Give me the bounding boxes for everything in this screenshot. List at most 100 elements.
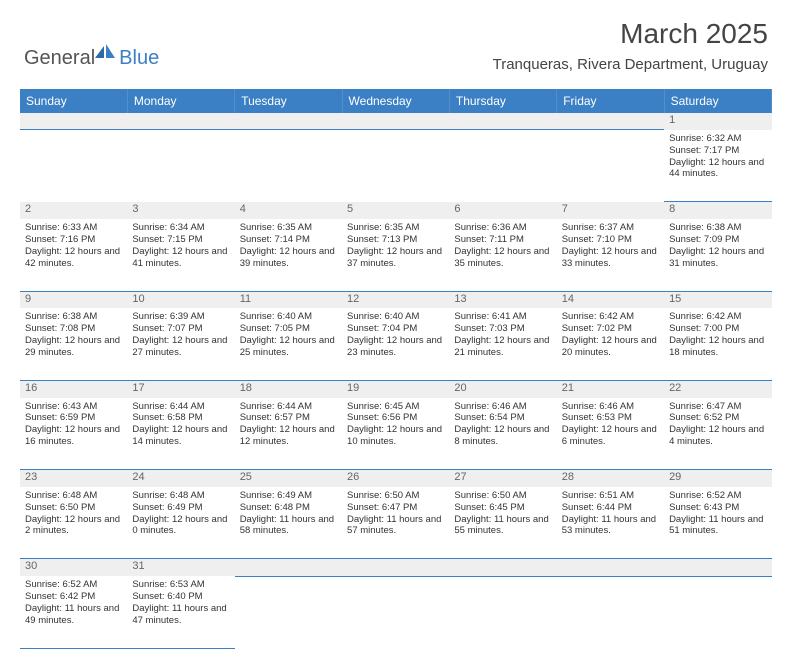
sunrise-line: Sunrise: 6:42 AM (669, 311, 766, 323)
daynum-row: 16171819202122 (20, 380, 772, 397)
day-header-row: SundayMondayTuesdayWednesdayThursdayFrid… (20, 89, 772, 113)
daynum-row: 9101112131415 (20, 291, 772, 308)
day-header: Thursday (449, 89, 556, 113)
day-cell: Sunrise: 6:46 AMSunset: 6:53 PMDaylight:… (557, 398, 664, 470)
daylight-line: Daylight: 11 hours and 51 minutes. (669, 514, 766, 538)
daylight-line: Daylight: 12 hours and 14 minutes. (132, 424, 229, 448)
daylight-line: Daylight: 12 hours and 33 minutes. (562, 246, 659, 270)
sunset-line: Sunset: 7:05 PM (240, 323, 337, 335)
day-cell: Sunrise: 6:48 AMSunset: 6:50 PMDaylight:… (20, 487, 127, 559)
sunrise-line: Sunrise: 6:51 AM (562, 490, 659, 502)
daylight-line: Daylight: 12 hours and 39 minutes. (240, 246, 337, 270)
day-number: 8 (669, 203, 766, 217)
day-number: 7 (562, 203, 659, 217)
day-number: 31 (132, 560, 229, 574)
day-cell (557, 130, 664, 202)
day-number: 26 (347, 471, 444, 485)
day-cell: Sunrise: 6:39 AMSunset: 7:07 PMDaylight:… (127, 308, 234, 380)
day-number: 16 (25, 382, 122, 396)
sunset-line: Sunset: 7:11 PM (454, 234, 551, 246)
day-number: 18 (240, 382, 337, 396)
daynum-cell: 5 (342, 202, 449, 219)
daynum-cell (557, 113, 664, 130)
day-cell: Sunrise: 6:40 AMSunset: 7:04 PMDaylight:… (342, 308, 449, 380)
calendar-table: SundayMondayTuesdayWednesdayThursdayFrid… (20, 89, 772, 649)
day-number: 6 (454, 203, 551, 217)
week-row: Sunrise: 6:48 AMSunset: 6:50 PMDaylight:… (20, 487, 772, 559)
sunrise-line: Sunrise: 6:35 AM (347, 222, 444, 234)
daynum-cell: 2 (20, 202, 127, 219)
daynum-cell: 8 (664, 202, 771, 219)
day-cell (449, 576, 556, 648)
daynum-cell: 25 (235, 470, 342, 487)
sunset-line: Sunset: 6:49 PM (132, 502, 229, 514)
day-number: 1 (669, 114, 766, 128)
sunset-line: Sunset: 7:00 PM (669, 323, 766, 335)
daynum-cell: 3 (127, 202, 234, 219)
day-cell (235, 576, 342, 648)
sunset-line: Sunset: 7:07 PM (132, 323, 229, 335)
daylight-line: Daylight: 12 hours and 12 minutes. (240, 424, 337, 448)
day-number: 10 (132, 293, 229, 307)
sunset-line: Sunset: 6:57 PM (240, 412, 337, 424)
daynum-cell: 17 (127, 380, 234, 397)
day-number: 19 (347, 382, 444, 396)
sunset-line: Sunset: 6:45 PM (454, 502, 551, 514)
daynum-cell (449, 113, 556, 130)
sunset-line: Sunset: 6:44 PM (562, 502, 659, 514)
daynum-cell: 26 (342, 470, 449, 487)
sunset-line: Sunset: 6:52 PM (669, 412, 766, 424)
daylight-line: Daylight: 12 hours and 31 minutes. (669, 246, 766, 270)
daynum-cell: 22 (664, 380, 771, 397)
sunrise-line: Sunrise: 6:41 AM (454, 311, 551, 323)
logo-sail-icon (95, 44, 117, 65)
daynum-cell: 19 (342, 380, 449, 397)
daylight-line: Daylight: 11 hours and 58 minutes. (240, 514, 337, 538)
daynum-cell: 13 (449, 291, 556, 308)
day-cell: Sunrise: 6:48 AMSunset: 6:49 PMDaylight:… (127, 487, 234, 559)
daylight-line: Daylight: 12 hours and 2 minutes. (25, 514, 122, 538)
daynum-cell: 9 (20, 291, 127, 308)
day-header: Tuesday (235, 89, 342, 113)
daynum-cell: 23 (20, 470, 127, 487)
day-cell: Sunrise: 6:46 AMSunset: 6:54 PMDaylight:… (449, 398, 556, 470)
sunset-line: Sunset: 7:14 PM (240, 234, 337, 246)
day-cell: Sunrise: 6:50 AMSunset: 6:47 PMDaylight:… (342, 487, 449, 559)
logo-text-general: General (24, 47, 95, 70)
daynum-cell: 28 (557, 470, 664, 487)
sunrise-line: Sunrise: 6:40 AM (347, 311, 444, 323)
sunset-line: Sunset: 6:40 PM (132, 591, 229, 603)
sunrise-line: Sunrise: 6:42 AM (562, 311, 659, 323)
day-cell: Sunrise: 6:40 AMSunset: 7:05 PMDaylight:… (235, 308, 342, 380)
daylight-line: Daylight: 12 hours and 20 minutes. (562, 335, 659, 359)
daylight-line: Daylight: 12 hours and 37 minutes. (347, 246, 444, 270)
day-cell (127, 130, 234, 202)
day-cell: Sunrise: 6:35 AMSunset: 7:14 PMDaylight:… (235, 219, 342, 291)
sunrise-line: Sunrise: 6:48 AM (132, 490, 229, 502)
sunrise-line: Sunrise: 6:48 AM (25, 490, 122, 502)
daynum-cell (557, 559, 664, 576)
daynum-cell: 30 (20, 559, 127, 576)
day-number: 21 (562, 382, 659, 396)
daynum-cell: 7 (557, 202, 664, 219)
daynum-cell (235, 113, 342, 130)
day-cell: Sunrise: 6:38 AMSunset: 7:08 PMDaylight:… (20, 308, 127, 380)
daynum-cell (342, 113, 449, 130)
daylight-line: Daylight: 12 hours and 41 minutes. (132, 246, 229, 270)
daynum-cell (127, 113, 234, 130)
day-cell: Sunrise: 6:42 AMSunset: 7:02 PMDaylight:… (557, 308, 664, 380)
day-cell: Sunrise: 6:33 AMSunset: 7:16 PMDaylight:… (20, 219, 127, 291)
daynum-row: 2345678 (20, 202, 772, 219)
day-number: 15 (669, 293, 766, 307)
daylight-line: Daylight: 12 hours and 35 minutes. (454, 246, 551, 270)
sunset-line: Sunset: 6:58 PM (132, 412, 229, 424)
sunrise-line: Sunrise: 6:52 AM (25, 579, 122, 591)
sunrise-line: Sunrise: 6:52 AM (669, 490, 766, 502)
day-cell: Sunrise: 6:32 AMSunset: 7:17 PMDaylight:… (664, 130, 771, 202)
sunrise-line: Sunrise: 6:45 AM (347, 401, 444, 413)
sunrise-line: Sunrise: 6:32 AM (669, 133, 766, 145)
sunrise-line: Sunrise: 6:50 AM (454, 490, 551, 502)
location-text: Tranqueras, Rivera Department, Uruguay (493, 56, 768, 73)
daynum-cell: 16 (20, 380, 127, 397)
day-number: 11 (240, 293, 337, 307)
